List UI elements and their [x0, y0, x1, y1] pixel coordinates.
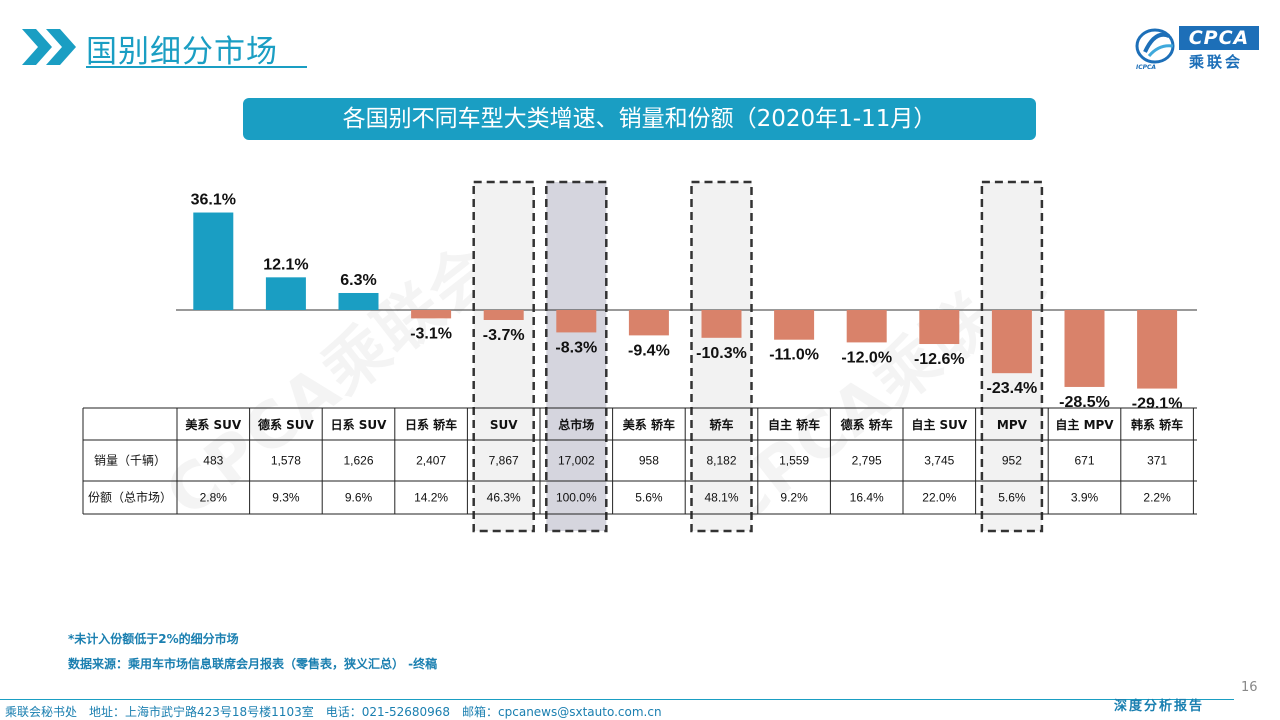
data-label-6: -9.4% [628, 342, 670, 359]
category-label-5: 总市场 [558, 417, 594, 432]
data-label-10: -12.6% [914, 351, 965, 368]
table-cell-0-6: 958 [639, 454, 659, 468]
bar-7 [701, 310, 742, 338]
table-cell-1-10: 22.0% [922, 491, 956, 505]
table-cell-0-5: 17,002 [558, 454, 595, 468]
data-label-4: -3.7% [483, 327, 525, 344]
page-number: 16 [1241, 680, 1258, 695]
table-cell-1-12: 3.9% [1071, 491, 1099, 505]
table-cell-0-1: 1,578 [271, 454, 301, 468]
data-label-3: -3.1% [410, 325, 452, 342]
table-cell-0-8: 1,559 [779, 454, 809, 468]
data-label-1: 12.1% [263, 256, 308, 273]
bar-8 [774, 310, 815, 340]
chevron-double-icon [22, 29, 76, 65]
category-label-6: 美系 轿车 [623, 417, 675, 432]
table-cell-0-4: 7,867 [489, 454, 519, 468]
bar-5 [556, 310, 597, 333]
bar-9 [846, 310, 887, 343]
highlight-box-5 [545, 180, 608, 533]
category-label-2: 日系 SUV [331, 417, 388, 432]
data-label-8: -11.0% [769, 347, 819, 364]
category-label-7: 轿车 [709, 417, 733, 432]
table-cell-1-11: 5.6% [998, 491, 1026, 505]
category-label-12: 自主 MPV [1055, 417, 1114, 432]
logo-chinese-text: 乘联会 [1189, 53, 1244, 71]
cpca-logo: CPCA 乘联会 ICPCA [1133, 20, 1261, 72]
bar-12 [1064, 310, 1105, 387]
bar-3 [411, 310, 452, 319]
table-cell-0-0: 483 [203, 454, 223, 468]
category-label-1: 德系 SUV [258, 417, 315, 432]
data-label-7: -10.3% [696, 345, 747, 362]
table-cell-1-1: 9.3% [272, 491, 300, 505]
table-cell-1-13: 2.2% [1143, 491, 1171, 505]
table-cell-1-6: 5.6% [635, 491, 663, 505]
table-cell-0-13: 371 [1147, 454, 1167, 468]
data-label-13: -29.1% [1132, 396, 1183, 413]
data-label-11: -23.4% [987, 380, 1038, 397]
highlight-box-7 [690, 180, 753, 533]
bar-4 [483, 310, 524, 320]
category-label-9: 德系 轿车 [841, 417, 893, 432]
logo-text: CPCA [1179, 26, 1259, 50]
footnote-source: 数据来源：乘用车市场信息联席会月报表（零售表，狭义汇总） -终稿 [68, 657, 438, 671]
bar-11 [991, 310, 1032, 374]
data-label-12: -28.5% [1059, 394, 1110, 411]
highlight-box-4 [472, 180, 535, 533]
table-cell-1-2: 9.6% [345, 491, 373, 505]
title-underline [86, 66, 307, 68]
bar-2 [338, 292, 379, 310]
bar-13 [1137, 310, 1178, 389]
table-cell-0-3: 2,407 [416, 454, 446, 468]
footer-report-label: 深度分析报告 [1114, 699, 1205, 714]
table-cell-0-2: 1,626 [343, 454, 373, 468]
data-label-0: 36.1% [191, 192, 236, 209]
table-cell-1-8: 9.2% [780, 491, 808, 505]
bar-10 [919, 310, 960, 345]
chart-title-banner: 各国别不同车型大类增速、销量和份额（2020年1-11月） [243, 98, 1036, 140]
table-cell-0-12: 671 [1074, 454, 1094, 468]
bar-1 [265, 277, 306, 310]
table-cell-1-0: 2.8% [200, 491, 228, 505]
category-label-8: 自主 轿车 [768, 417, 820, 432]
category-label-4: SUV [490, 418, 518, 432]
table-cell-0-7: 8,182 [706, 454, 736, 468]
data-label-2: 6.3% [340, 272, 376, 289]
category-label-11: MPV [997, 418, 1028, 432]
footer-contact: 乘联会秘书处 地址：上海市武宁路423号18号楼1103室 电话：021-526… [5, 705, 662, 719]
logo-sub-text: ICPCA [1136, 64, 1157, 71]
footnote-share: *未计入份额低于2%的细分市场 [68, 632, 239, 646]
table-cell-1-3: 14.2% [414, 491, 448, 505]
table-cell-0-10: 3,745 [924, 454, 954, 468]
page-title: 国别细分市场 [86, 34, 278, 70]
table-cell-0-9: 2,795 [852, 454, 882, 468]
growth-bar-chart: 36.1% 12.1% 6.3% -3.1% -3.7% -8.3% -9.4% -10.3%… [82, 180, 1197, 533]
category-label-0: 美系 SUV [185, 417, 242, 432]
footer-divider [0, 699, 1234, 700]
category-label-10: 自主 SUV [911, 417, 968, 432]
data-label-9: -12.0% [841, 349, 892, 366]
table-cell-0-11: 952 [1002, 454, 1022, 468]
table-cell-1-4: 46.3% [487, 491, 521, 505]
data-label-5: -8.3% [555, 339, 597, 356]
row-label-0: 销量（千辆） [94, 454, 166, 468]
category-label-3: 日系 轿车 [405, 417, 457, 432]
bar-6 [628, 310, 669, 336]
bar-0 [193, 212, 234, 310]
row-label-1: 份额（总市场） [88, 490, 172, 505]
table-cell-1-5: 100.0% [556, 491, 597, 505]
cpca-logo-mark-icon [1135, 28, 1175, 64]
table-cell-1-9: 16.4% [850, 491, 884, 505]
table-cell-1-7: 48.1% [704, 491, 738, 505]
category-label-13: 韩系 轿车 [1131, 417, 1183, 432]
